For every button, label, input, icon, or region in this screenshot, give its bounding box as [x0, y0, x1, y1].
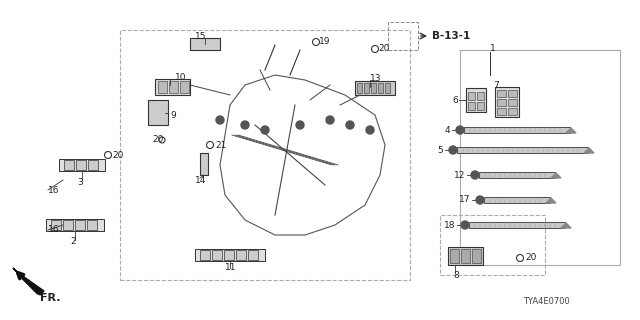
- Bar: [457, 147, 588, 153]
- Text: 20: 20: [152, 134, 163, 143]
- Circle shape: [216, 116, 224, 124]
- Bar: [76, 160, 86, 170]
- Text: FR.: FR.: [40, 293, 61, 303]
- Text: 4: 4: [444, 125, 450, 134]
- Bar: [46, 219, 104, 231]
- Text: 10: 10: [175, 73, 186, 82]
- Circle shape: [449, 146, 457, 154]
- Bar: [63, 220, 73, 230]
- Bar: [64, 160, 74, 170]
- Bar: [469, 222, 565, 228]
- Bar: [148, 100, 168, 125]
- Text: 20: 20: [378, 44, 389, 52]
- Bar: [461, 249, 470, 263]
- Text: 1: 1: [490, 44, 496, 52]
- Text: 16: 16: [48, 186, 60, 195]
- Bar: [378, 83, 383, 93]
- Bar: [460, 50, 620, 265]
- Text: 12: 12: [454, 171, 465, 180]
- Bar: [180, 81, 189, 93]
- Bar: [190, 38, 220, 50]
- Bar: [448, 247, 483, 265]
- Bar: [212, 250, 222, 260]
- Polygon shape: [584, 148, 594, 153]
- Bar: [508, 108, 517, 115]
- Bar: [477, 92, 484, 100]
- Polygon shape: [561, 223, 571, 228]
- Bar: [357, 83, 362, 93]
- Bar: [355, 81, 395, 95]
- Bar: [195, 249, 265, 261]
- Bar: [450, 249, 459, 263]
- Circle shape: [261, 126, 269, 134]
- Text: 9: 9: [170, 110, 176, 119]
- Bar: [472, 249, 481, 263]
- Circle shape: [471, 171, 479, 179]
- Bar: [497, 108, 506, 115]
- Text: 20: 20: [525, 253, 536, 262]
- Bar: [236, 250, 246, 260]
- Bar: [75, 220, 85, 230]
- Text: 19: 19: [319, 36, 330, 45]
- Text: 6: 6: [452, 95, 458, 105]
- Polygon shape: [13, 268, 44, 295]
- Text: 13: 13: [370, 74, 381, 83]
- Circle shape: [366, 126, 374, 134]
- Bar: [484, 197, 550, 203]
- Bar: [508, 99, 517, 106]
- Bar: [155, 79, 190, 95]
- Text: B-13-1: B-13-1: [432, 31, 470, 41]
- Bar: [495, 87, 519, 117]
- Text: TYA4E0700: TYA4E0700: [524, 298, 570, 307]
- Text: 7: 7: [493, 81, 499, 90]
- Bar: [200, 153, 208, 175]
- Text: 2: 2: [70, 237, 76, 246]
- Circle shape: [461, 221, 469, 229]
- Bar: [87, 220, 97, 230]
- Circle shape: [456, 126, 464, 134]
- Bar: [497, 90, 506, 97]
- Bar: [169, 81, 178, 93]
- Bar: [224, 250, 234, 260]
- Circle shape: [241, 121, 249, 129]
- Bar: [477, 102, 484, 110]
- Bar: [88, 160, 98, 170]
- Bar: [468, 102, 475, 110]
- Text: 3: 3: [77, 178, 83, 187]
- Bar: [158, 81, 167, 93]
- Bar: [479, 172, 555, 178]
- Bar: [466, 88, 486, 112]
- Bar: [388, 22, 418, 50]
- Bar: [468, 92, 475, 100]
- Bar: [497, 99, 506, 106]
- Bar: [51, 220, 61, 230]
- Circle shape: [346, 121, 354, 129]
- Circle shape: [326, 116, 334, 124]
- Text: 21: 21: [215, 140, 227, 149]
- Bar: [120, 30, 410, 280]
- Bar: [248, 250, 258, 260]
- Circle shape: [476, 196, 484, 204]
- Text: 16: 16: [48, 226, 60, 235]
- Text: 15: 15: [195, 31, 207, 41]
- Polygon shape: [551, 173, 561, 178]
- Bar: [464, 127, 570, 133]
- Text: 18: 18: [444, 220, 455, 229]
- Polygon shape: [566, 128, 576, 133]
- Text: 11: 11: [225, 263, 237, 273]
- Bar: [440, 215, 545, 275]
- Polygon shape: [546, 198, 556, 203]
- Bar: [59, 159, 105, 171]
- Text: 8: 8: [453, 270, 459, 279]
- Bar: [508, 90, 517, 97]
- Bar: [364, 83, 369, 93]
- Text: 17: 17: [458, 196, 470, 204]
- Text: 14: 14: [195, 175, 206, 185]
- Text: 20: 20: [112, 150, 124, 159]
- Bar: [385, 83, 390, 93]
- Text: 5: 5: [437, 146, 443, 155]
- Bar: [371, 83, 376, 93]
- Bar: [200, 250, 210, 260]
- Circle shape: [296, 121, 304, 129]
